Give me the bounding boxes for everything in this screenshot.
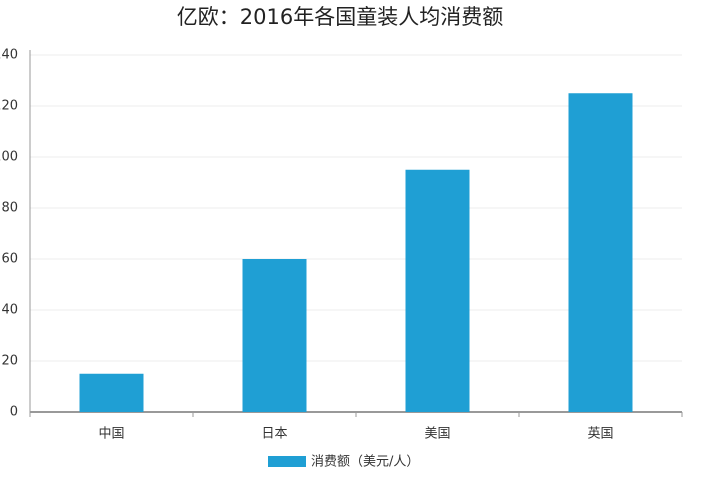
legend-label: 消费额（美元/人） (311, 455, 419, 470)
chart-title: 亿欧：2016年各国童装人均消费额 (177, 5, 503, 29)
y-tick-label: 40 (1, 303, 18, 318)
x-tick-label: 中国 (98, 427, 124, 442)
y-tick-label: 100 (0, 150, 18, 165)
y-tick-label: 20 (1, 354, 18, 369)
bar (79, 373, 144, 412)
y-tick-label: 60 (1, 252, 18, 267)
bar (568, 93, 633, 412)
y-tick-label: 0 (10, 405, 18, 420)
legend-swatch (268, 456, 306, 467)
y-tick-label: 80 (1, 201, 18, 216)
y-tick-label: 140 (0, 48, 18, 63)
bar (405, 169, 470, 412)
y-tick-label: 120 (0, 99, 18, 114)
x-tick-label: 日本 (261, 427, 287, 442)
bar (242, 259, 307, 412)
x-tick-label: 美国 (424, 427, 450, 442)
x-tick-label: 英国 (587, 427, 613, 442)
